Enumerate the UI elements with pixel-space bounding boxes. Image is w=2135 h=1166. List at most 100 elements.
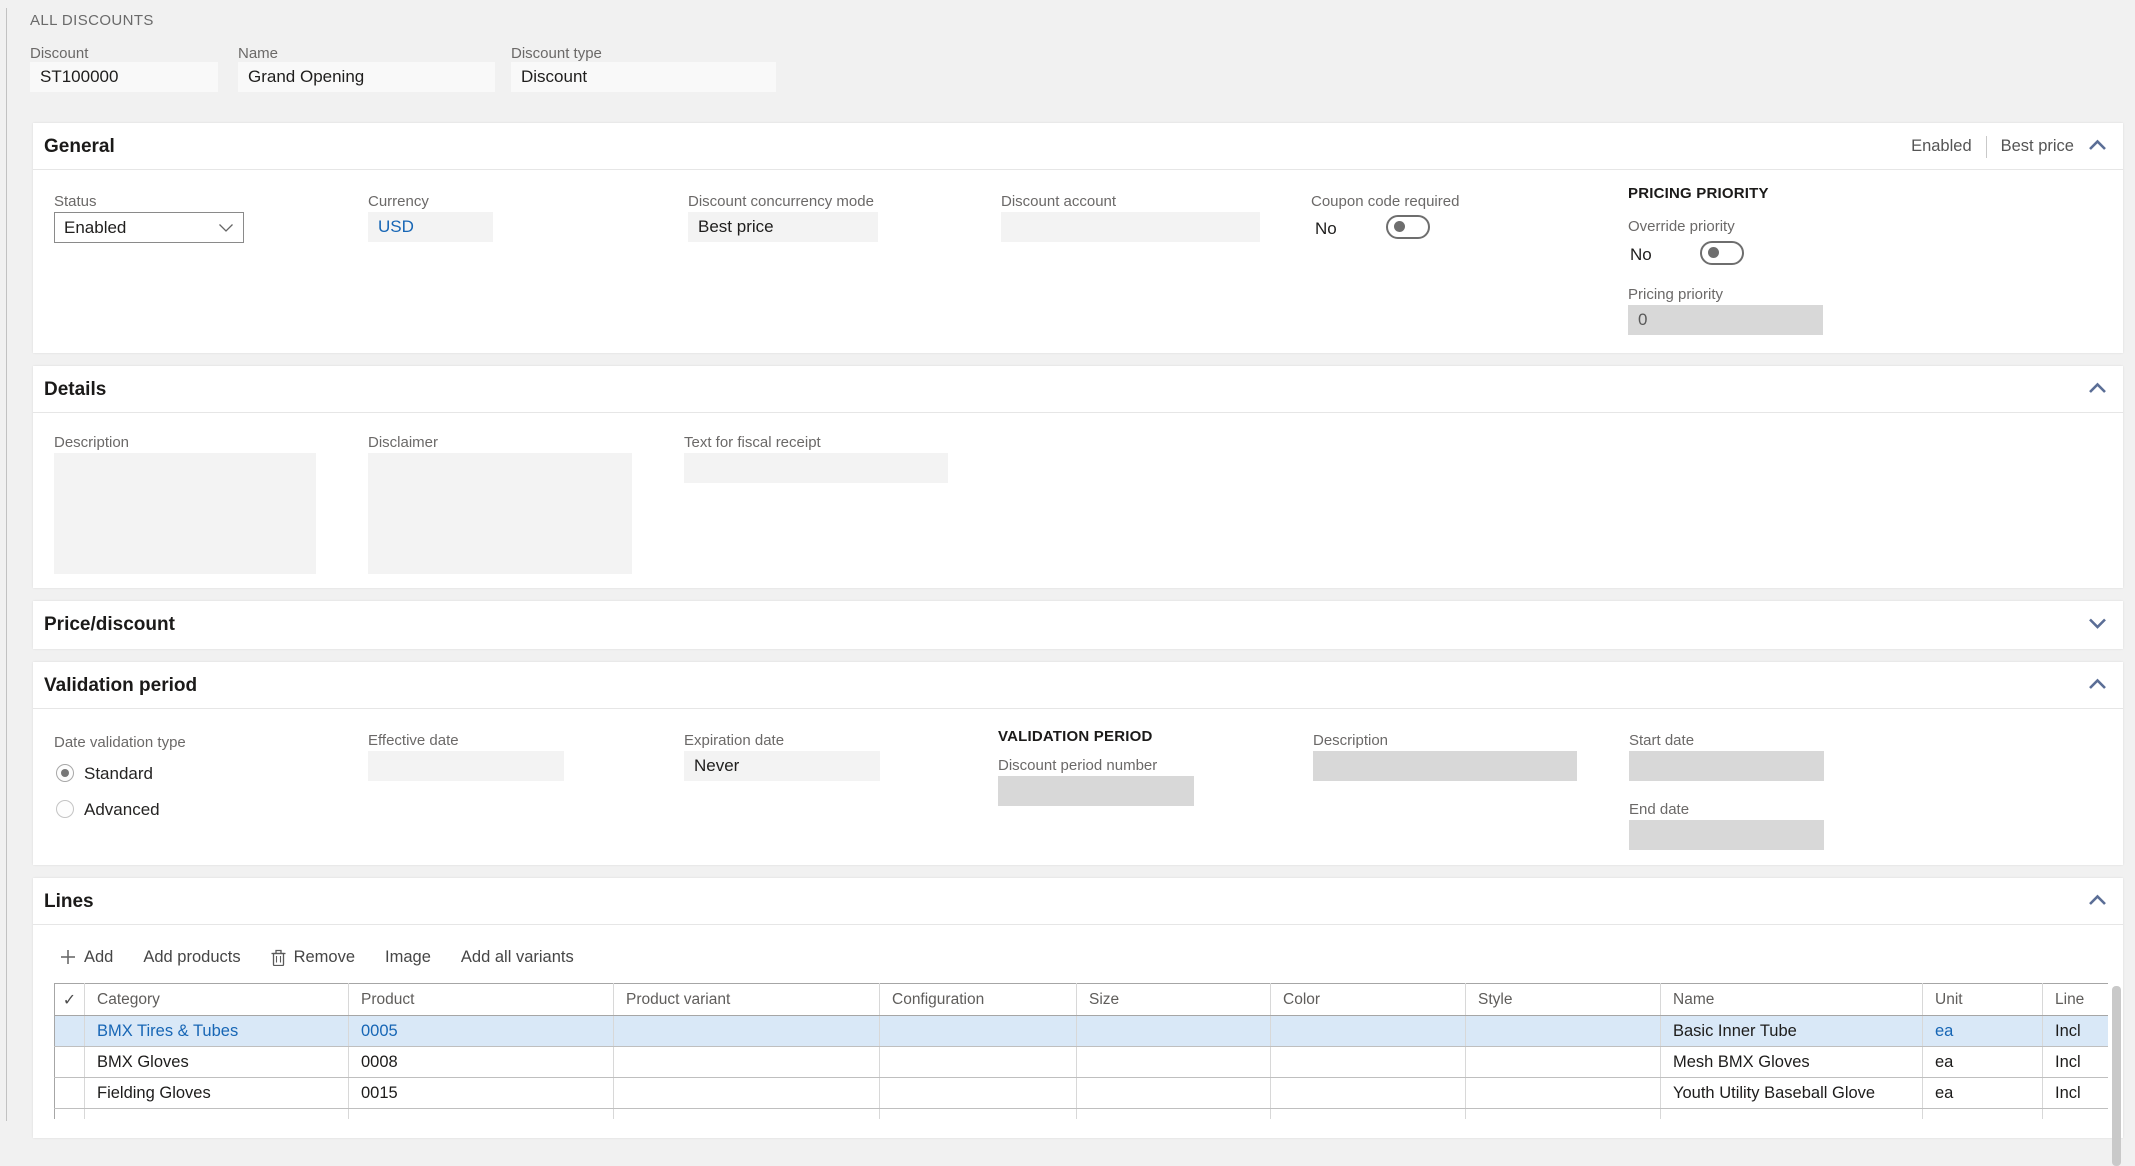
override-priority-toggle[interactable] bbox=[1700, 241, 1744, 265]
override-priority-value: No bbox=[1630, 245, 1652, 264]
add-button[interactable]: Add bbox=[60, 948, 113, 967]
cell-color[interactable] bbox=[1270, 1077, 1466, 1109]
column-header-product[interactable]: Product bbox=[348, 983, 614, 1016]
details-section: Details Description Disclaimer Text for … bbox=[33, 366, 2123, 588]
cell-configuration[interactable] bbox=[879, 1015, 1077, 1047]
pricing-priority-group-header: PRICING PRIORITY bbox=[1628, 185, 1769, 202]
column-header-category[interactable]: Category bbox=[84, 983, 349, 1016]
expiration-date-field[interactable]: Never bbox=[684, 751, 880, 781]
cell-product[interactable]: 0005 bbox=[348, 1015, 614, 1047]
name-field[interactable]: Grand Opening bbox=[238, 62, 495, 92]
end-date-field bbox=[1629, 820, 1824, 850]
cell-category[interactable]: Fielding Gloves bbox=[84, 1077, 349, 1109]
cell-name[interactable]: Youth Utility Baseball Glove bbox=[1660, 1077, 1923, 1109]
column-header-line[interactable]: Line bbox=[2042, 983, 2108, 1016]
cell-configuration[interactable] bbox=[879, 1077, 1077, 1109]
validation-period-section-header[interactable]: Validation period bbox=[33, 662, 2123, 709]
radio-standard-label[interactable]: Standard bbox=[84, 764, 153, 783]
cell-configuration[interactable] bbox=[879, 1046, 1077, 1078]
column-header-configuration[interactable]: Configuration bbox=[879, 983, 1077, 1016]
remove-button[interactable]: Remove bbox=[271, 948, 355, 967]
column-header-size[interactable]: Size bbox=[1076, 983, 1271, 1016]
lines-section: Lines Add Add products Remove Image Add … bbox=[33, 878, 2123, 1166]
grid-row[interactable]: BMX Tires & Tubes 0005 Basic Inner Tube … bbox=[54, 1015, 2108, 1047]
cell-product-variant[interactable] bbox=[613, 1077, 880, 1109]
grid-row[interactable]: BMX Gloves 0008 Mesh BMX Gloves ea Incl bbox=[54, 1046, 2108, 1078]
cell-color[interactable] bbox=[1270, 1015, 1466, 1047]
cell-name[interactable]: Mesh BMX Gloves bbox=[1660, 1046, 1923, 1078]
cell-line[interactable]: Incl bbox=[2042, 1015, 2108, 1047]
grid-scrollbar[interactable] bbox=[2112, 986, 2121, 1166]
radio-advanced-label[interactable]: Advanced bbox=[84, 800, 160, 819]
column-header-style[interactable]: Style bbox=[1465, 983, 1661, 1016]
currency-field[interactable]: USD bbox=[368, 212, 493, 242]
general-section-header[interactable]: General Enabled Best price bbox=[33, 123, 2123, 170]
cell-name[interactable]: Basic Inner Tube bbox=[1660, 1015, 1923, 1047]
validation-period-group-header: VALIDATION PERIOD bbox=[998, 728, 1153, 745]
cell-product-variant[interactable] bbox=[613, 1015, 880, 1047]
chevron-up-icon[interactable] bbox=[2088, 893, 2107, 911]
fiscal-receipt-label: Text for fiscal receipt bbox=[684, 434, 821, 451]
cell-style[interactable] bbox=[1465, 1046, 1661, 1078]
select-all-checkmark[interactable]: ✓ bbox=[54, 983, 85, 1016]
price-discount-section: Price/discount bbox=[33, 601, 2123, 649]
currency-label: Currency bbox=[368, 193, 429, 210]
row-select-cell[interactable] bbox=[54, 1015, 85, 1047]
cell-style[interactable] bbox=[1465, 1077, 1661, 1109]
row-select-cell[interactable] bbox=[54, 1046, 85, 1078]
row-select-cell[interactable] bbox=[54, 1077, 85, 1109]
chevron-up-icon[interactable] bbox=[2088, 677, 2107, 695]
cell-product[interactable]: 0015 bbox=[348, 1077, 614, 1109]
discount-type-field[interactable]: Discount bbox=[511, 62, 776, 92]
lines-section-header[interactable]: Lines bbox=[33, 878, 2123, 925]
cell-unit[interactable]: ea bbox=[1922, 1046, 2043, 1078]
fiscal-receipt-field[interactable] bbox=[684, 453, 948, 483]
description-label: Description bbox=[54, 434, 130, 451]
discount-id-field[interactable]: ST100000 bbox=[30, 62, 218, 92]
general-summary-mode: Best price bbox=[2000, 137, 2074, 155]
cell-line[interactable]: Incl bbox=[2042, 1046, 2108, 1078]
description-textarea[interactable] bbox=[54, 453, 316, 574]
cell-unit[interactable]: ea bbox=[1922, 1077, 2043, 1109]
cell-size[interactable] bbox=[1076, 1046, 1271, 1078]
column-header-product-variant[interactable]: Product variant bbox=[613, 983, 880, 1016]
cell-size[interactable] bbox=[1076, 1015, 1271, 1047]
chevron-up-icon[interactable] bbox=[2088, 138, 2107, 156]
concurrency-mode-label: Discount concurrency mode bbox=[688, 193, 874, 210]
concurrency-mode-field[interactable]: Best price bbox=[688, 212, 878, 242]
cell-category[interactable]: BMX Gloves bbox=[84, 1046, 349, 1078]
cell-unit[interactable]: ea bbox=[1922, 1015, 2043, 1047]
lines-toolbar: Add Add products Remove Image Add all va… bbox=[60, 940, 574, 974]
viewport-left-divider bbox=[6, 8, 7, 1121]
summary-divider bbox=[1985, 135, 1987, 158]
plus-icon bbox=[61, 950, 75, 964]
cell-line[interactable]: Incl bbox=[2042, 1077, 2108, 1109]
effective-date-field[interactable] bbox=[368, 751, 564, 781]
end-date-label: End date bbox=[1629, 801, 1690, 818]
chevron-up-icon[interactable] bbox=[2088, 381, 2107, 399]
chevron-down-icon[interactable] bbox=[2088, 616, 2107, 634]
period-description-field bbox=[1313, 751, 1577, 781]
radio-advanced[interactable] bbox=[56, 800, 74, 818]
cell-color[interactable] bbox=[1270, 1046, 1466, 1078]
radio-standard[interactable] bbox=[56, 764, 74, 782]
coupon-required-toggle[interactable] bbox=[1386, 215, 1430, 239]
chevron-down-icon bbox=[219, 224, 233, 232]
column-header-name[interactable]: Name bbox=[1660, 983, 1923, 1016]
status-select[interactable]: Enabled bbox=[54, 212, 244, 243]
cell-product[interactable]: 0008 bbox=[348, 1046, 614, 1078]
cell-style[interactable] bbox=[1465, 1015, 1661, 1047]
cell-category[interactable]: BMX Tires & Tubes bbox=[84, 1015, 349, 1047]
cell-product-variant[interactable] bbox=[613, 1046, 880, 1078]
price-discount-section-header[interactable]: Price/discount bbox=[33, 601, 2123, 648]
image-button[interactable]: Image bbox=[385, 947, 431, 966]
grid-row[interactable]: Fielding Gloves 0015 Youth Utility Baseb… bbox=[54, 1077, 2108, 1109]
column-header-unit[interactable]: Unit bbox=[1922, 983, 2043, 1016]
column-header-color[interactable]: Color bbox=[1270, 983, 1466, 1016]
add-products-button[interactable]: Add products bbox=[143, 947, 241, 966]
cell-size[interactable] bbox=[1076, 1077, 1271, 1109]
details-section-header[interactable]: Details bbox=[33, 366, 2123, 413]
add-all-variants-button[interactable]: Add all variants bbox=[460, 947, 574, 966]
discount-account-field[interactable] bbox=[1001, 212, 1260, 242]
disclaimer-textarea[interactable] bbox=[368, 453, 632, 574]
